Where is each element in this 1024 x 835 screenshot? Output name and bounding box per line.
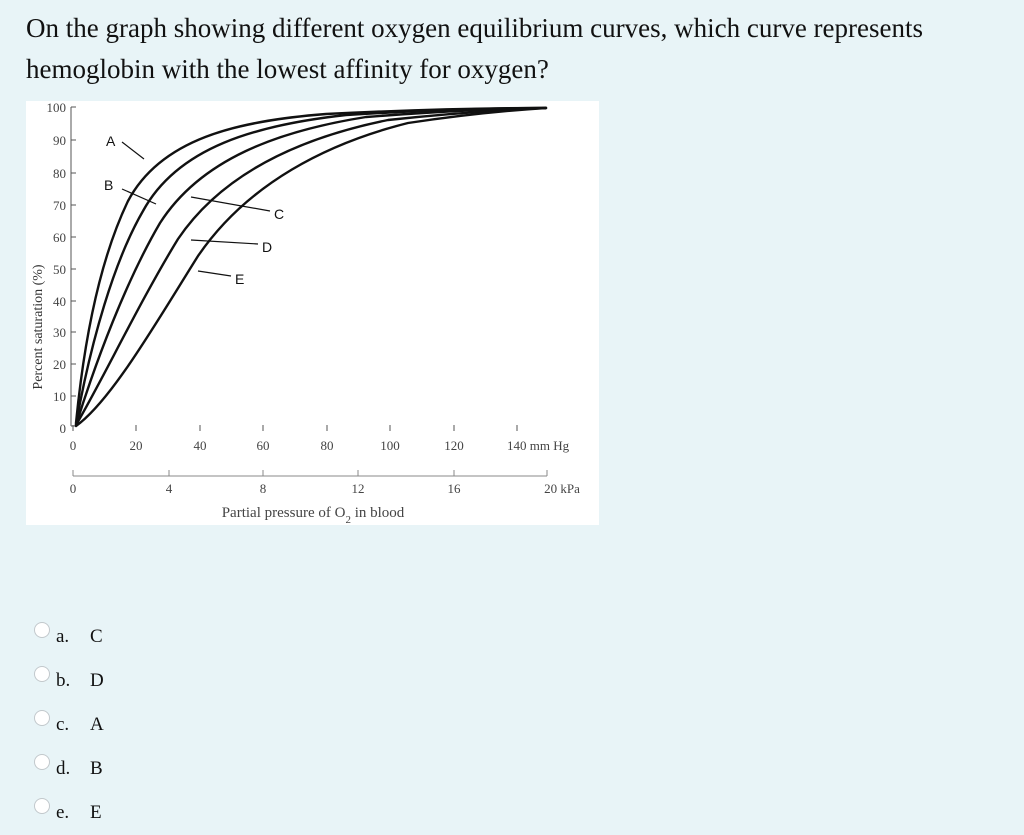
y-axis-label: Percent saturation (%) xyxy=(31,264,46,390)
answer-options: a. C b. D c. A d. B e. E xyxy=(34,615,104,835)
y-ticks xyxy=(71,106,76,427)
option-e[interactable]: e. E xyxy=(34,791,104,835)
graph-svg: Percent saturation (%) 100 90 80 70 60 5… xyxy=(31,101,580,525)
oxygen-equilibrium-graph: Percent saturation (%) 100 90 80 70 60 5… xyxy=(26,101,599,525)
y-tick-label: 10 xyxy=(53,389,66,404)
x-tick-label: 80 xyxy=(321,438,334,453)
option-letter: c. xyxy=(56,714,70,735)
option-letter: d. xyxy=(56,758,71,779)
y-tick-label: 100 xyxy=(47,101,67,115)
option-d[interactable]: d. B xyxy=(34,747,104,791)
x-tick-label: 20 xyxy=(130,438,143,453)
y-tick-label: 60 xyxy=(53,230,66,245)
option-a[interactable]: a. C xyxy=(34,615,104,659)
y-tick-label: 0 xyxy=(60,421,67,436)
option-text: D xyxy=(90,670,104,691)
option-letter: e. xyxy=(56,802,70,823)
x-tick-label: 0 xyxy=(70,438,77,453)
curve-c xyxy=(74,106,548,427)
curve-b xyxy=(74,106,548,426)
curve-d xyxy=(74,106,548,427)
x-tick-label: 120 xyxy=(444,438,464,453)
y-tick-label: 90 xyxy=(53,133,66,148)
question-text: On the graph showing different oxygen eq… xyxy=(26,13,923,84)
radio-button[interactable] xyxy=(34,798,50,814)
curve-e xyxy=(74,106,548,428)
curve-a xyxy=(74,106,548,425)
curve-label-c: C xyxy=(274,206,284,222)
radio-button[interactable] xyxy=(34,754,50,770)
x-tick-label: 60 xyxy=(257,438,270,453)
x-axis-label: Partial pressure of O2 in blood xyxy=(222,505,405,525)
curve-label-e: E xyxy=(235,271,244,287)
option-text: C xyxy=(90,626,103,647)
option-text: E xyxy=(90,802,102,823)
radio-button[interactable] xyxy=(34,666,50,682)
radio-button[interactable] xyxy=(34,710,50,726)
x-tick-label: 4 xyxy=(166,481,173,496)
x-ticks-kpa xyxy=(72,470,548,476)
curve-label-b: B xyxy=(104,177,113,193)
y-tick-labels: 100 90 80 70 60 50 40 30 20 10 0 xyxy=(47,101,67,436)
x-tick-label: 140 mm Hg xyxy=(507,438,570,453)
option-text: A xyxy=(90,714,104,735)
y-tick-label: 50 xyxy=(53,262,66,277)
option-b[interactable]: b. D xyxy=(34,659,104,703)
radio-button[interactable] xyxy=(34,622,50,638)
option-letter: b. xyxy=(56,670,71,691)
y-tick-label: 70 xyxy=(53,198,66,213)
y-tick-label: 30 xyxy=(53,325,66,340)
y-tick-label: 80 xyxy=(53,166,66,181)
x-tick-labels-kpa: 0 4 8 12 16 20 kPa xyxy=(70,481,580,496)
x-tick-label: 40 xyxy=(194,438,207,453)
x-tick-label: 16 xyxy=(448,481,462,496)
x-tick-label: 20 kPa xyxy=(544,481,580,496)
option-text: B xyxy=(90,758,103,779)
x-tick-label: 8 xyxy=(260,481,267,496)
x-tick-label: 12 xyxy=(352,481,365,496)
x-ticks-mmhg xyxy=(72,425,518,431)
option-c[interactable]: c. A xyxy=(34,703,104,747)
y-tick-label: 40 xyxy=(53,294,66,309)
option-letter: a. xyxy=(56,626,70,647)
x-tick-label: 0 xyxy=(70,481,77,496)
x-tick-label: 100 xyxy=(380,438,400,453)
x-tick-labels-mmhg: 0 20 40 60 80 100 120 140 mm Hg xyxy=(70,438,570,453)
curve-leaders xyxy=(121,141,271,277)
curve-label-a: A xyxy=(106,133,116,149)
curve-label-d: D xyxy=(262,239,272,255)
y-tick-label: 20 xyxy=(53,357,66,372)
